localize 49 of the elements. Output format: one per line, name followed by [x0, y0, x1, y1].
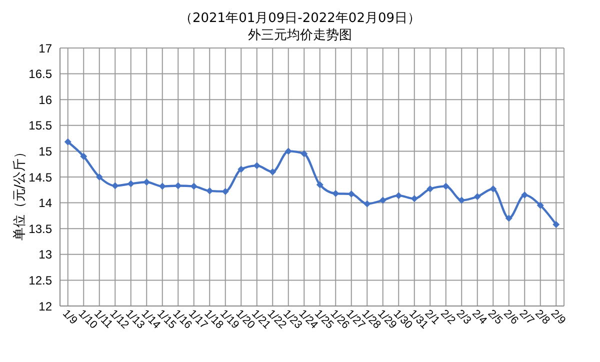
y-tick-label: 17	[38, 41, 52, 56]
point	[395, 192, 402, 200]
point	[222, 188, 229, 195]
x-tick-label: 1/9	[60, 308, 80, 327]
point	[426, 185, 434, 192]
y-tick-label: 14.5	[28, 170, 52, 184]
y-tick-label: 15.5	[28, 118, 52, 133]
point	[410, 195, 418, 202]
point	[300, 150, 308, 158]
point	[112, 182, 119, 190]
point	[158, 182, 166, 190]
y-tick-label: 13	[38, 248, 52, 262]
point	[174, 182, 182, 190]
point	[490, 185, 497, 192]
point	[284, 148, 292, 155]
point	[316, 181, 324, 188]
point	[238, 166, 245, 173]
y-tick-label: 12	[38, 299, 52, 314]
point	[206, 187, 214, 194]
chart-subtitle: 外三元均价走势图	[248, 28, 352, 43]
x-tick-label: 2/6	[501, 308, 520, 327]
point	[253, 162, 260, 170]
y-tick-label: 16	[38, 92, 52, 107]
point	[536, 202, 544, 209]
point	[127, 180, 134, 188]
point	[80, 152, 88, 160]
point	[521, 192, 528, 199]
y-tick-label: 15	[38, 144, 52, 158]
point	[143, 178, 150, 186]
y-tick-label: 14	[38, 196, 52, 210]
point	[64, 138, 72, 146]
y-tick-label: 13.5	[28, 222, 52, 236]
point	[552, 220, 560, 228]
point	[96, 174, 103, 180]
point	[442, 182, 450, 190]
point	[269, 168, 276, 176]
point	[505, 214, 512, 222]
point	[474, 193, 481, 200]
chart-title: （2021年01月09日-2022年02月09日）	[178, 10, 422, 27]
point	[332, 190, 340, 198]
point	[364, 200, 371, 208]
y-tick-label: 12.5	[28, 273, 52, 288]
x-tick-label: 2/4	[470, 308, 489, 327]
point	[379, 196, 386, 204]
y-tick-label: 16.5	[28, 67, 52, 82]
point	[458, 196, 466, 204]
x-tick-label: 2/2	[438, 308, 458, 327]
y-axis-title: 单位（元/公斤）	[12, 145, 29, 241]
point	[190, 182, 198, 190]
